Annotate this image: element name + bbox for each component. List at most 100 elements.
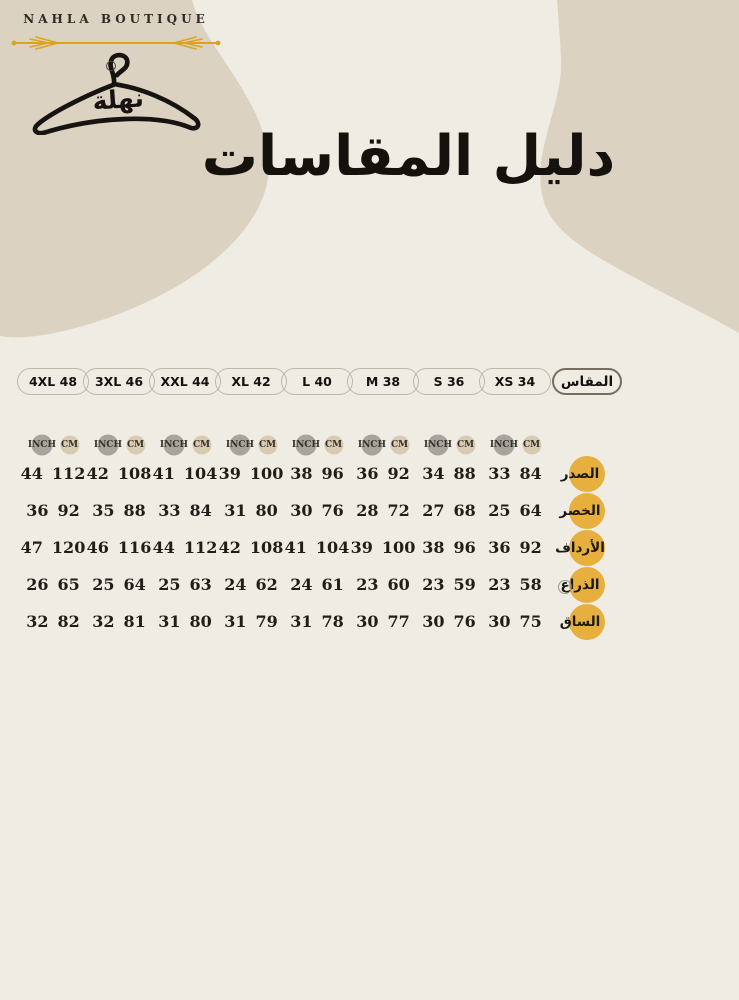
inch-unit-label: INCH xyxy=(423,440,452,450)
cm-value: 120 xyxy=(51,538,86,557)
cm-unit-label: CM xyxy=(126,440,145,450)
cm-value: 116 xyxy=(117,538,152,557)
gold-circle xyxy=(569,455,605,492)
cm-value: 92 xyxy=(57,501,80,520)
size-column-l-40: INCH CM 38 96 30 76 41 104 24 61 31 78 xyxy=(284,435,350,640)
measure-cell-row1: 38 96 xyxy=(290,455,344,492)
cm-value: 64 xyxy=(519,501,542,520)
cm-value: 92 xyxy=(387,464,410,483)
unit-header: INCH CM xyxy=(423,435,475,455)
inch-value: 41 xyxy=(284,538,307,557)
inch-value: 24 xyxy=(290,575,313,594)
measure-cell-row5: 31 78 xyxy=(290,603,344,640)
small-ring-icon xyxy=(106,61,116,71)
measure-cell-row2: 27 68 xyxy=(422,492,476,529)
unit-header: INCH CM xyxy=(291,435,343,455)
inch-value: 28 xyxy=(356,501,379,520)
inch-value: 32 xyxy=(92,612,115,631)
cm-unit-label: CM xyxy=(390,440,409,450)
size-column-3xl-46: INCH CM 42 108 35 88 46 116 25 64 32 81 xyxy=(86,435,152,640)
cm-value: 65 xyxy=(57,575,80,594)
inch-unit-label: INCH xyxy=(489,440,518,450)
measure-cell-row5: 32 82 xyxy=(26,603,80,640)
inch-value: 30 xyxy=(488,612,511,631)
cm-value: 100 xyxy=(381,538,416,557)
inch-value: 42 xyxy=(218,538,241,557)
measure-cell-row2: 30 76 xyxy=(290,492,344,529)
measure-cell-row2: 33 84 xyxy=(158,492,212,529)
inch-value: 36 xyxy=(356,464,379,483)
unit-header: INCH CM xyxy=(27,435,79,455)
size-grid: INCH CM 44 112 36 92 47 120 26 65 32 82 INCH CM 42 108 3… xyxy=(20,435,626,640)
cm-value: 59 xyxy=(453,575,476,594)
measure-cell-row1: 41 104 xyxy=(153,455,218,492)
cm-value: 62 xyxy=(255,575,278,594)
inch-value: 34 xyxy=(422,464,445,483)
cm-value: 84 xyxy=(519,464,542,483)
row-label-cell: الساق xyxy=(548,603,626,640)
measure-cell-row3: 41 104 xyxy=(285,529,350,566)
cm-value: 96 xyxy=(321,464,344,483)
size-column-s-36: INCH CM 34 88 27 68 38 96 23 59 30 76 xyxy=(416,435,482,640)
measure-cell-row3: 39 100 xyxy=(351,529,416,566)
cm-value: 63 xyxy=(189,575,212,594)
inch-value: 25 xyxy=(92,575,115,594)
row-label-cell: الخصر xyxy=(548,492,626,529)
inch-unit-label: INCH xyxy=(27,440,56,450)
blob-top-left xyxy=(0,0,270,338)
cm-value: 72 xyxy=(387,501,410,520)
inch-value: 38 xyxy=(290,464,313,483)
cm-value: 64 xyxy=(123,575,146,594)
inch-value: 30 xyxy=(290,501,313,520)
measure-cell-row4: 26 65 xyxy=(26,566,80,603)
inch-value: 46 xyxy=(86,538,109,557)
cm-value: 112 xyxy=(51,464,86,483)
inch-value: 33 xyxy=(488,464,511,483)
measure-cell-row1: 34 88 xyxy=(422,455,476,492)
cm-value: 100 xyxy=(249,464,284,483)
inch-value: 23 xyxy=(356,575,379,594)
cm-value: 108 xyxy=(249,538,284,557)
brand-calligraphy: نهلة xyxy=(91,83,145,116)
size-column-xl-42: INCH CM 39 100 31 80 42 108 24 62 31 79 xyxy=(218,435,284,640)
measure-cell-row4: 23 60 xyxy=(356,566,410,603)
cm-value: 112 xyxy=(183,538,218,557)
cm-value: 58 xyxy=(519,575,542,594)
measure-cell-row3: 44 112 xyxy=(153,529,218,566)
cm-value: 76 xyxy=(321,501,344,520)
hanger-logo: نهلة xyxy=(10,49,222,135)
inch-value: 27 xyxy=(422,501,445,520)
inch-value: 39 xyxy=(218,464,241,483)
size-column-xs-34: INCH CM 33 84 25 64 36 92 23 58 30 75 xyxy=(482,435,548,640)
inch-unit-label: INCH xyxy=(225,440,254,450)
measure-cell-row4: 25 63 xyxy=(158,566,212,603)
cm-value: 96 xyxy=(453,538,476,557)
measure-cell-row5: 32 81 xyxy=(92,603,146,640)
measure-cell-row1: 44 112 xyxy=(21,455,86,492)
cm-value: 79 xyxy=(255,612,278,631)
cm-value: 60 xyxy=(387,575,410,594)
inch-value: 23 xyxy=(422,575,445,594)
size-column-xxl-44: INCH CM 41 104 33 84 44 112 25 63 31 80 xyxy=(152,435,218,640)
inch-value: 31 xyxy=(158,612,181,631)
inch-value: 25 xyxy=(488,501,511,520)
cm-value: 88 xyxy=(453,464,476,483)
measure-cell-row4: 23 58 xyxy=(488,566,542,603)
inch-value: 25 xyxy=(158,575,181,594)
gold-circle xyxy=(569,529,605,566)
measure-cell-row2: 35 88 xyxy=(92,492,146,529)
measure-cell-row4: 25 64 xyxy=(92,566,146,603)
measure-cell-row4: 24 62 xyxy=(224,566,278,603)
inch-value: 24 xyxy=(224,575,247,594)
unit-header: INCH CM xyxy=(159,435,211,455)
cm-unit-label: CM xyxy=(456,440,475,450)
inch-value: 30 xyxy=(356,612,379,631)
cm-value: 82 xyxy=(57,612,80,631)
inch-value: 36 xyxy=(26,501,49,520)
inch-unit-label: INCH xyxy=(357,440,386,450)
cm-unit-label: CM xyxy=(522,440,541,450)
inch-value: 23 xyxy=(488,575,511,594)
row-label-column: الصدر الخصر الأرداف الذراع الساق xyxy=(548,435,626,640)
measure-cell-row3: 47 120 xyxy=(21,529,86,566)
